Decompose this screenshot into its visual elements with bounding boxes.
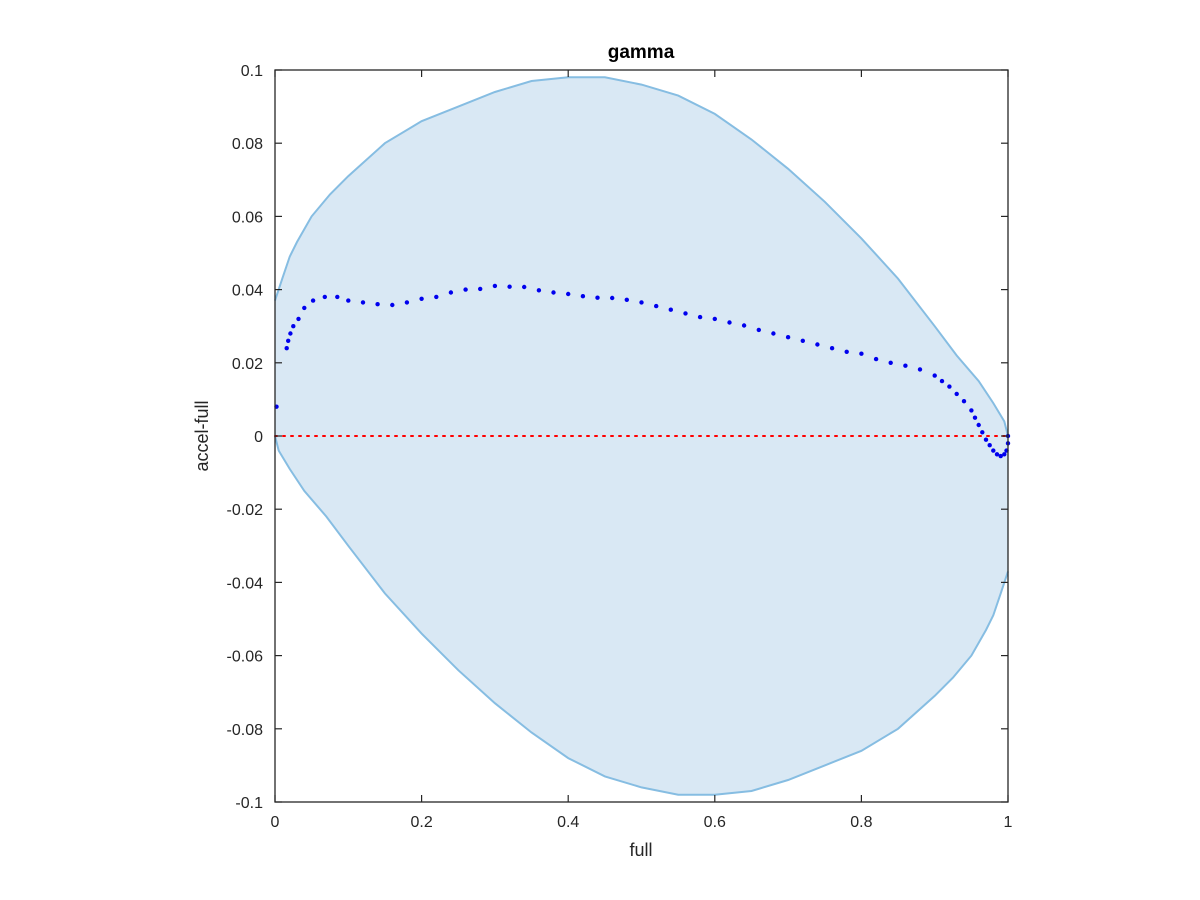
y-tick-label: -0.08 [227, 722, 264, 739]
y-tick-label: -0.04 [227, 575, 264, 592]
data-point [284, 346, 289, 351]
data-point [419, 296, 424, 301]
data-point [815, 342, 820, 347]
data-point [844, 349, 849, 354]
y-tick-label: 0.04 [232, 283, 263, 300]
data-point [310, 298, 316, 303]
y-tick-label: 0.1 [241, 63, 263, 80]
data-point [536, 288, 542, 293]
data-point [969, 408, 974, 413]
data-point [668, 307, 673, 312]
x-tick-label: 0 [271, 814, 280, 831]
x-tick-label: 0.6 [704, 814, 726, 831]
data-point [683, 311, 688, 316]
data-point [434, 294, 439, 300]
data-point [939, 378, 945, 384]
data-point [756, 327, 761, 333]
data-point [463, 287, 468, 292]
data-point [961, 399, 967, 404]
data-point [624, 297, 629, 302]
data-point [741, 323, 747, 328]
data-point [932, 373, 937, 378]
data-point [917, 367, 923, 372]
data-point [888, 360, 893, 365]
region-lower-edge [274, 435, 1009, 796]
data-point [507, 284, 512, 289]
y-tick-label: 0.06 [232, 209, 263, 226]
data-point [390, 302, 395, 308]
y-tick-label: -0.1 [235, 795, 263, 812]
data-point [972, 415, 978, 420]
tick-labels: 0 0.2 0.4 0.6 0.8 1 0.1 0.08 0.06 0.04 0.02 0 -0.02 -… [227, 63, 1013, 831]
data-point [448, 290, 454, 295]
axes [274, 69, 1009, 803]
data-point [654, 303, 659, 309]
data-point [771, 331, 776, 336]
data-point [478, 286, 483, 292]
data-point [1002, 452, 1007, 457]
data-point [335, 294, 340, 300]
y-tick-label: 0.08 [232, 136, 263, 153]
x-tick-label: 0.8 [850, 814, 872, 831]
y-tick-label: -0.02 [227, 502, 264, 519]
data-point [712, 316, 717, 322]
data-point [286, 338, 291, 343]
data-point [785, 335, 791, 340]
data-point [980, 430, 985, 435]
data-point [697, 314, 703, 320]
data-point [610, 295, 615, 301]
data-point [302, 305, 307, 311]
data-point [983, 437, 989, 442]
data-point [998, 453, 1003, 459]
data-point [404, 300, 410, 305]
data-point [991, 448, 996, 453]
data-point [288, 331, 293, 336]
data-points [274, 283, 1011, 459]
data-point [829, 346, 835, 351]
region-upper-edge [274, 76, 1009, 437]
y-tick-label: -0.06 [227, 649, 264, 666]
y-axis-label: accel-full [192, 400, 212, 471]
data-point [360, 300, 366, 305]
data-point [296, 316, 301, 322]
x-tick-label: 1 [1004, 814, 1013, 831]
data-point [903, 363, 908, 368]
x-tick-label: 0.4 [557, 814, 579, 831]
data-point [551, 290, 556, 295]
data-point [492, 283, 498, 289]
data-point [994, 452, 1000, 457]
data-point [800, 338, 805, 343]
x-tick-label: 0.2 [410, 814, 432, 831]
data-point [954, 391, 959, 397]
data-point [346, 298, 351, 303]
data-point [873, 356, 879, 362]
data-point [727, 320, 732, 325]
data-point [580, 294, 586, 299]
data-point [375, 302, 380, 307]
data-point [947, 384, 952, 389]
data-point [522, 284, 527, 290]
data-point [566, 291, 571, 297]
data-point [291, 324, 296, 329]
y-tick-label: 0.02 [232, 356, 263, 373]
confidence-region [274, 76, 1009, 796]
data-point [976, 422, 981, 428]
region-fill [275, 77, 1008, 795]
data-point [859, 351, 864, 356]
data-point [322, 294, 327, 300]
data-point [595, 295, 600, 300]
chart-title: gamma [608, 42, 675, 63]
data-point [639, 300, 644, 305]
x-axis-label: full [629, 840, 652, 860]
data-point [987, 443, 992, 448]
y-tick-label: 0 [254, 429, 263, 446]
